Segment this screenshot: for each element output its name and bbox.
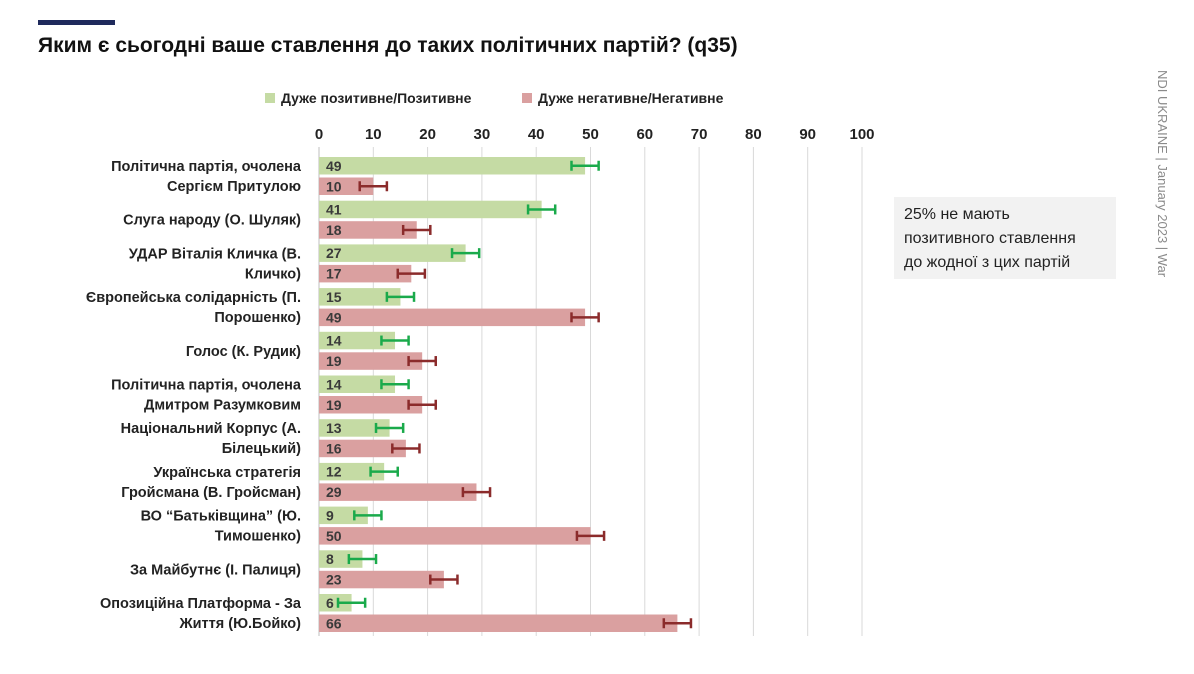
bar-positive <box>319 375 396 393</box>
bar-positive <box>319 331 396 350</box>
chart-title: Яким є сьогодні ваше ставлення до таких … <box>38 34 738 57</box>
category-label: Голос (К. Рудик) <box>186 344 301 360</box>
category-label: Слуга народу (О. Шуляк) <box>123 213 301 229</box>
bar-negative <box>319 308 586 327</box>
x-tick-label: 60 <box>636 126 653 143</box>
data-label-negative: 19 <box>326 397 342 413</box>
data-label-negative: 10 <box>326 178 342 194</box>
data-label-positive: 13 <box>326 420 342 436</box>
category-label: Європейська солідарність (П. Порошенко) <box>86 290 301 326</box>
data-label-negative: 29 <box>326 484 342 500</box>
data-label-negative: 50 <box>326 528 342 544</box>
x-tick-label: 50 <box>582 126 599 143</box>
x-tick-label: 100 <box>849 126 874 143</box>
x-tick-label: 70 <box>691 126 708 143</box>
category-label-line: Порошенко) <box>214 310 301 326</box>
legend-label-negative: Дуже негативне/Негативне <box>538 90 724 106</box>
x-tick-label: 90 <box>799 126 816 143</box>
category-label: Українська стратегія Гройсмана (В. Гройсм… <box>121 465 301 501</box>
data-label-positive: 6 <box>326 595 334 611</box>
category-label-line: Білецький) <box>222 441 301 457</box>
bar-negative <box>319 570 444 589</box>
category-label-line: Опозиційна Платформа - За <box>100 596 302 612</box>
data-label-negative: 49 <box>326 309 342 325</box>
x-tick-label: 20 <box>419 126 436 143</box>
note-line-3: до жодної з цих партій <box>904 254 1071 271</box>
category-label-line: Європейська солідарність (П. <box>86 290 301 306</box>
watermark: NDI UKRAINE | January 2023 | War <box>1150 70 1190 310</box>
bar-positive <box>319 200 542 219</box>
category-label: Опозиційна Платформа - За Життя (Ю.Бойко) <box>100 596 302 632</box>
x-tick-label: 10 <box>365 126 382 143</box>
data-label-negative: 19 <box>326 353 342 369</box>
bar-positive <box>319 594 352 612</box>
category-label-line: Політична партія, очолена <box>111 159 302 175</box>
data-label-negative: 16 <box>326 440 342 456</box>
category-label: Політична партія, очолена Дмитром Разумко… <box>111 378 302 414</box>
x-tick-label: 30 <box>474 126 491 143</box>
note-line-2: позитивного ставлення <box>904 230 1076 247</box>
bar-negative <box>319 483 477 501</box>
watermark-text: NDI UKRAINE | January 2023 | War <box>1155 70 1170 278</box>
category-label: За Майбутнє (І. Палиця) <box>130 562 301 578</box>
legend-item-negative: Дуже негативне/Негативне <box>522 90 723 106</box>
bar-negative <box>319 439 406 458</box>
data-label-positive: 15 <box>326 289 342 305</box>
category-label: Національний Корпус (А. Білецький) <box>121 421 302 457</box>
bar-negative <box>319 614 678 632</box>
category-label-line: ВО “Батьківщина” (Ю. <box>141 509 301 525</box>
x-tick-label: 80 <box>745 126 762 143</box>
bar-positive <box>319 419 390 437</box>
data-label-negative: 66 <box>326 615 342 631</box>
bar-positive <box>319 288 401 306</box>
legend-item-positive: Дуже позитивне/Позитивне <box>265 90 471 106</box>
legend-label-positive: Дуже позитивне/Позитивне <box>281 90 472 106</box>
category-label-line: Тимошенко) <box>215 529 301 545</box>
data-label-positive: 9 <box>326 507 334 523</box>
category-label-line: Кличко) <box>245 266 301 282</box>
legend-swatch-positive <box>265 93 275 103</box>
data-label-positive: 41 <box>326 201 342 217</box>
category-label: Політична партія, очолена Сергієм Притуло… <box>111 159 302 195</box>
data-label-negative: 23 <box>326 572 342 588</box>
data-label-positive: 14 <box>326 333 342 349</box>
note-box: 25% не мають позитивного ставлення до жо… <box>894 197 1116 279</box>
legend-swatch-negative <box>522 93 532 103</box>
data-label-positive: 12 <box>326 464 342 480</box>
bar-positive <box>319 462 385 481</box>
accent-bar <box>38 20 115 25</box>
category-label-line: Політична партія, очолена <box>111 378 302 394</box>
category-label: УДАР Віталія Кличка (В. Кличко) <box>129 246 301 282</box>
bar-negative <box>319 396 423 414</box>
x-tick-label: 0 <box>315 126 323 143</box>
data-label-positive: 8 <box>326 551 334 567</box>
bar-positive <box>319 550 363 568</box>
category-label-line: Життя (Ю.Бойко) <box>179 616 302 632</box>
data-label-positive: 14 <box>326 376 342 392</box>
data-label-negative: 17 <box>326 266 342 282</box>
category-label-line: Сергієм Притулою <box>167 179 301 195</box>
category-label-line: Українська стратегія <box>153 465 301 481</box>
category-label-line: Національний Корпус (А. <box>121 421 301 437</box>
data-label-positive: 27 <box>326 245 342 261</box>
x-tick-label: 40 <box>528 126 545 143</box>
bar-positive <box>319 244 466 262</box>
category-label: ВО “Батьківщина” (Ю. Тимошенко) <box>141 509 302 545</box>
note-line-1: 25% не мають <box>904 206 1010 223</box>
category-label-line: Гройсмана (В. Гройсман) <box>121 485 301 501</box>
bar-negative <box>319 352 423 370</box>
bar-negative <box>319 527 591 545</box>
category-label-line: Дмитром Разумковим <box>144 398 301 414</box>
bar-positive <box>319 157 586 175</box>
bar-negative <box>319 221 417 239</box>
data-label-positive: 49 <box>326 158 342 174</box>
bar-positive <box>319 506 368 525</box>
category-label-line: УДАР Віталія Кличка (В. <box>129 246 301 262</box>
bar-negative <box>319 264 412 283</box>
data-label-negative: 18 <box>326 222 342 238</box>
